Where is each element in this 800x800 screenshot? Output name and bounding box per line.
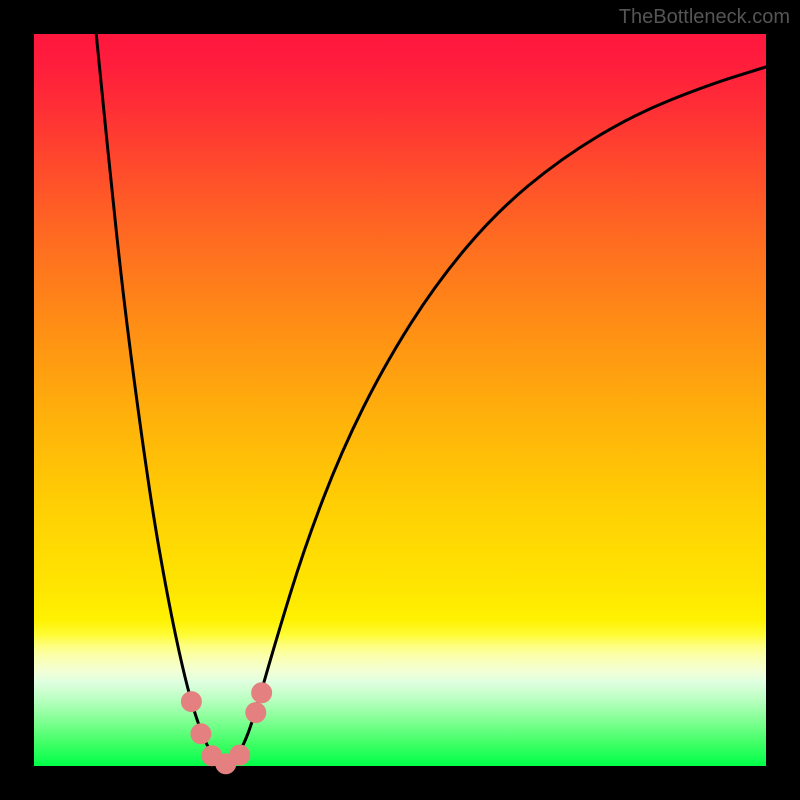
data-marker xyxy=(252,683,272,703)
data-marker xyxy=(230,745,250,765)
chart-svg xyxy=(0,0,800,800)
chart-root: TheBottleneck.com xyxy=(0,0,800,800)
data-marker xyxy=(246,703,266,723)
data-marker xyxy=(191,724,211,744)
watermark-label: TheBottleneck.com xyxy=(619,6,790,29)
plot-gradient-area xyxy=(34,34,766,766)
data-marker xyxy=(181,692,201,712)
